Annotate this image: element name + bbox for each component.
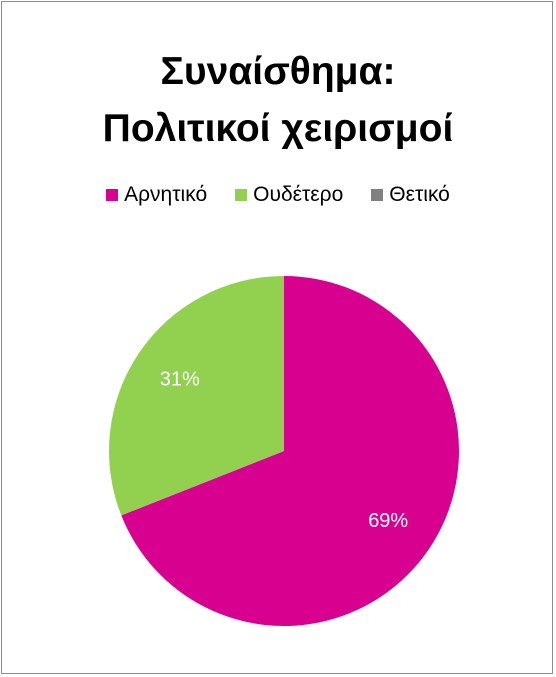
pie-slice-negative — [121, 276, 460, 627]
legend-swatch-positive — [371, 189, 384, 201]
data-label-negative: 69% — [368, 510, 408, 532]
chart-title-line-2: Πολιτικοί χειρισμοί — [102, 107, 454, 150]
legend-item-positive: Θετικό — [371, 183, 450, 207]
pie-slices — [109, 276, 460, 627]
legend-label-neutral: Ουδέτερο — [253, 183, 344, 206]
legend-item-neutral: Ουδέτερο — [235, 183, 343, 207]
legend-item-negative: Αρνητικό — [106, 183, 207, 207]
pie-data-labels: 69% 31% — [160, 368, 409, 532]
pie-slice-neutral — [109, 276, 284, 516]
data-label-neutral: 31% — [160, 368, 200, 390]
legend-label-positive: Θετικό — [389, 183, 450, 206]
legend-swatch-neutral — [235, 189, 248, 201]
chart-title-line-1: Συναίσθημα: — [160, 50, 396, 93]
chart-legend: Αρνητικό Ουδέτερο Θετικό — [0, 183, 556, 207]
legend-label-negative: Αρνητικό — [124, 183, 208, 206]
legend-swatch-negative — [106, 189, 119, 201]
